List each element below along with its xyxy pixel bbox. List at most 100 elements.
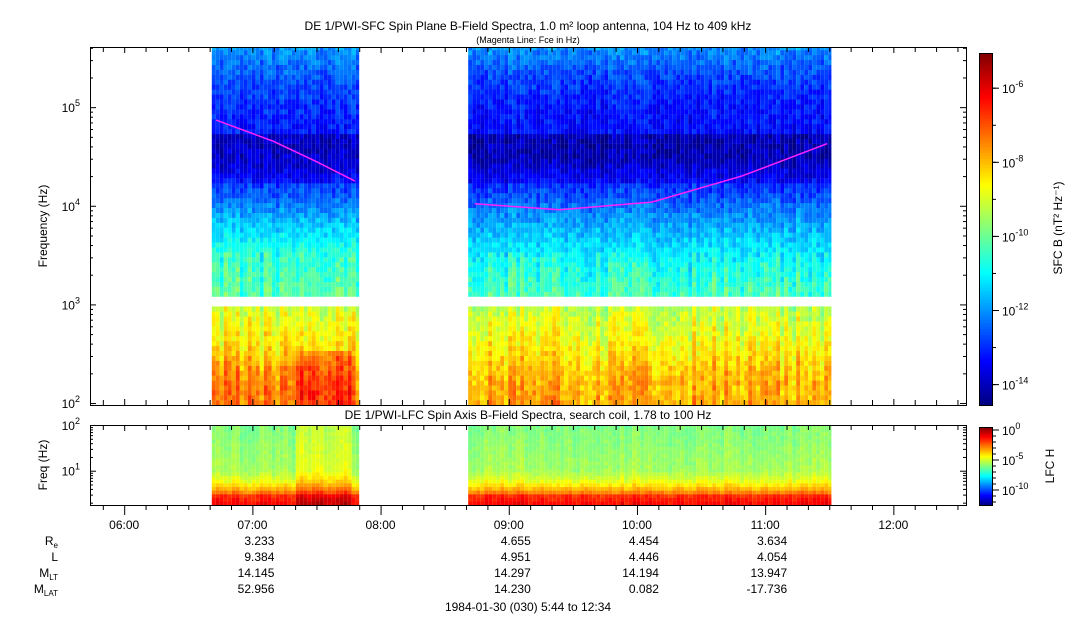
spectrogram-cell: [223, 276, 228, 282]
spectrogram-cell: [488, 360, 493, 366]
spectrogram-cell: [271, 163, 276, 169]
spectrogram-cell: [488, 148, 493, 154]
spectrogram-cell: [335, 370, 340, 376]
spectrogram-cell: [215, 168, 220, 174]
spectrogram-cell: [303, 252, 308, 258]
spectrogram-cell: [339, 59, 344, 65]
spectrogram-cell: [480, 237, 485, 243]
spectrogram-cell: [215, 197, 220, 204]
spectrogram-cell: [235, 143, 240, 149]
spectrogram-cell: [588, 158, 593, 164]
spectrogram-cell: [275, 227, 280, 233]
spectrogram-cell: [564, 123, 569, 130]
spectrogram-cell: [484, 138, 489, 144]
spectrogram-cell: [271, 69, 276, 75]
spectrogram-cell: [263, 336, 268, 342]
spectrogram-cell: [355, 247, 360, 253]
spectrogram-cell: [600, 355, 605, 361]
spectrogram-cell: [323, 345, 328, 351]
spectrogram-cell: [331, 163, 336, 169]
spectrogram-cell: [548, 143, 553, 149]
spectrogram-cell: [255, 104, 260, 110]
spectrogram-cell: [560, 59, 565, 65]
spectrogram-cell: [319, 202, 324, 208]
spectrogram-cell: [504, 54, 509, 61]
spectrogram-cell: [227, 202, 232, 208]
spectrogram-cell: [331, 321, 336, 327]
spectrogram-cell: [508, 222, 513, 228]
spectrogram-cell: [287, 207, 292, 213]
spectrogram-cell: [592, 350, 597, 356]
spectrogram-cell: [327, 59, 332, 65]
spectrogram-cell: [600, 345, 605, 351]
spectrogram-cell: [520, 380, 525, 386]
spectrogram-cell: [255, 202, 260, 208]
spectrogram-cell: [291, 350, 296, 356]
spectrogram-cell: [548, 188, 553, 194]
spectrogram-cell: [227, 370, 232, 376]
spectrogram-cell: [323, 331, 328, 337]
spectrogram-cell: [504, 188, 509, 194]
spectrogram-cell: [243, 395, 248, 401]
spectrogram-cell: [584, 390, 589, 396]
spectrogram-cell: [488, 74, 493, 80]
spectrogram-cell: [496, 336, 501, 342]
spectrogram-cell: [556, 54, 561, 61]
spectrogram-cell: [347, 375, 352, 381]
spectrogram-cell: [319, 326, 324, 332]
spectrogram-cell: [279, 133, 284, 139]
spectrogram-cell: [564, 360, 569, 366]
spectrogram-cell: [584, 50, 589, 56]
spectrogram-cell: [231, 345, 236, 351]
spectrogram-cell: [512, 84, 517, 90]
spectrogram-cell: [235, 365, 240, 371]
spectrogram-cell: [303, 395, 308, 401]
spectrogram-cell: [572, 193, 577, 199]
spectrogram-cell: [476, 94, 481, 100]
spectrogram-cell: [215, 138, 220, 144]
spectrogram-cell: [584, 188, 589, 194]
spectrogram-cell: [291, 202, 296, 208]
spectrogram-cell: [223, 380, 228, 386]
spectrogram-cell: [299, 143, 304, 149]
spectrogram-cell: [267, 59, 272, 65]
spectrogram-cell: [496, 89, 501, 95]
spectrogram-cell: [271, 252, 276, 258]
spectrogram-cell: [267, 271, 272, 278]
spectrogram-cell: [219, 227, 224, 233]
spectrogram-cell: [544, 104, 549, 110]
spectrogram-cell: [480, 202, 485, 208]
spectrogram-cell: [524, 99, 529, 105]
spectrogram-cell: [291, 345, 296, 351]
spectrogram-cell: [263, 64, 268, 70]
spectrogram-cell: [532, 326, 537, 332]
spectrogram-cell: [247, 178, 252, 184]
spectrogram-cell: [468, 370, 473, 376]
spectrogram-cell: [588, 84, 593, 90]
spectrogram-cell: [219, 360, 224, 366]
spectrogram-cell: [588, 193, 593, 199]
spectrogram-cell: [251, 242, 256, 248]
spectrogram-cell: [295, 158, 300, 164]
spectrogram-cell: [576, 232, 581, 238]
spectrogram-cell: [576, 217, 581, 223]
spectrogram-cell: [283, 400, 288, 406]
spectrogram-cell: [568, 163, 573, 169]
spectrogram-cell: [556, 123, 561, 130]
spectrogram-cell: [267, 178, 272, 184]
spectrogram-cell: [271, 188, 276, 194]
spectrogram-cell: [211, 138, 216, 144]
spectrogram-cell: [271, 336, 276, 342]
spectrogram-cell: [592, 276, 597, 282]
spectrogram-cell: [524, 104, 529, 110]
spectrogram-cell: [548, 281, 553, 287]
spectrogram-cell: [600, 326, 605, 332]
spectrogram-cell: [532, 385, 537, 391]
spectrogram-cell: [476, 227, 481, 233]
spectrogram-cell: [347, 232, 352, 238]
spectrogram-cell: [580, 69, 585, 75]
spectrogram-cell: [588, 242, 593, 248]
spectrogram-cell: [211, 212, 216, 218]
spectrogram-cell: [327, 47, 332, 51]
spectrogram-cell: [532, 114, 537, 120]
